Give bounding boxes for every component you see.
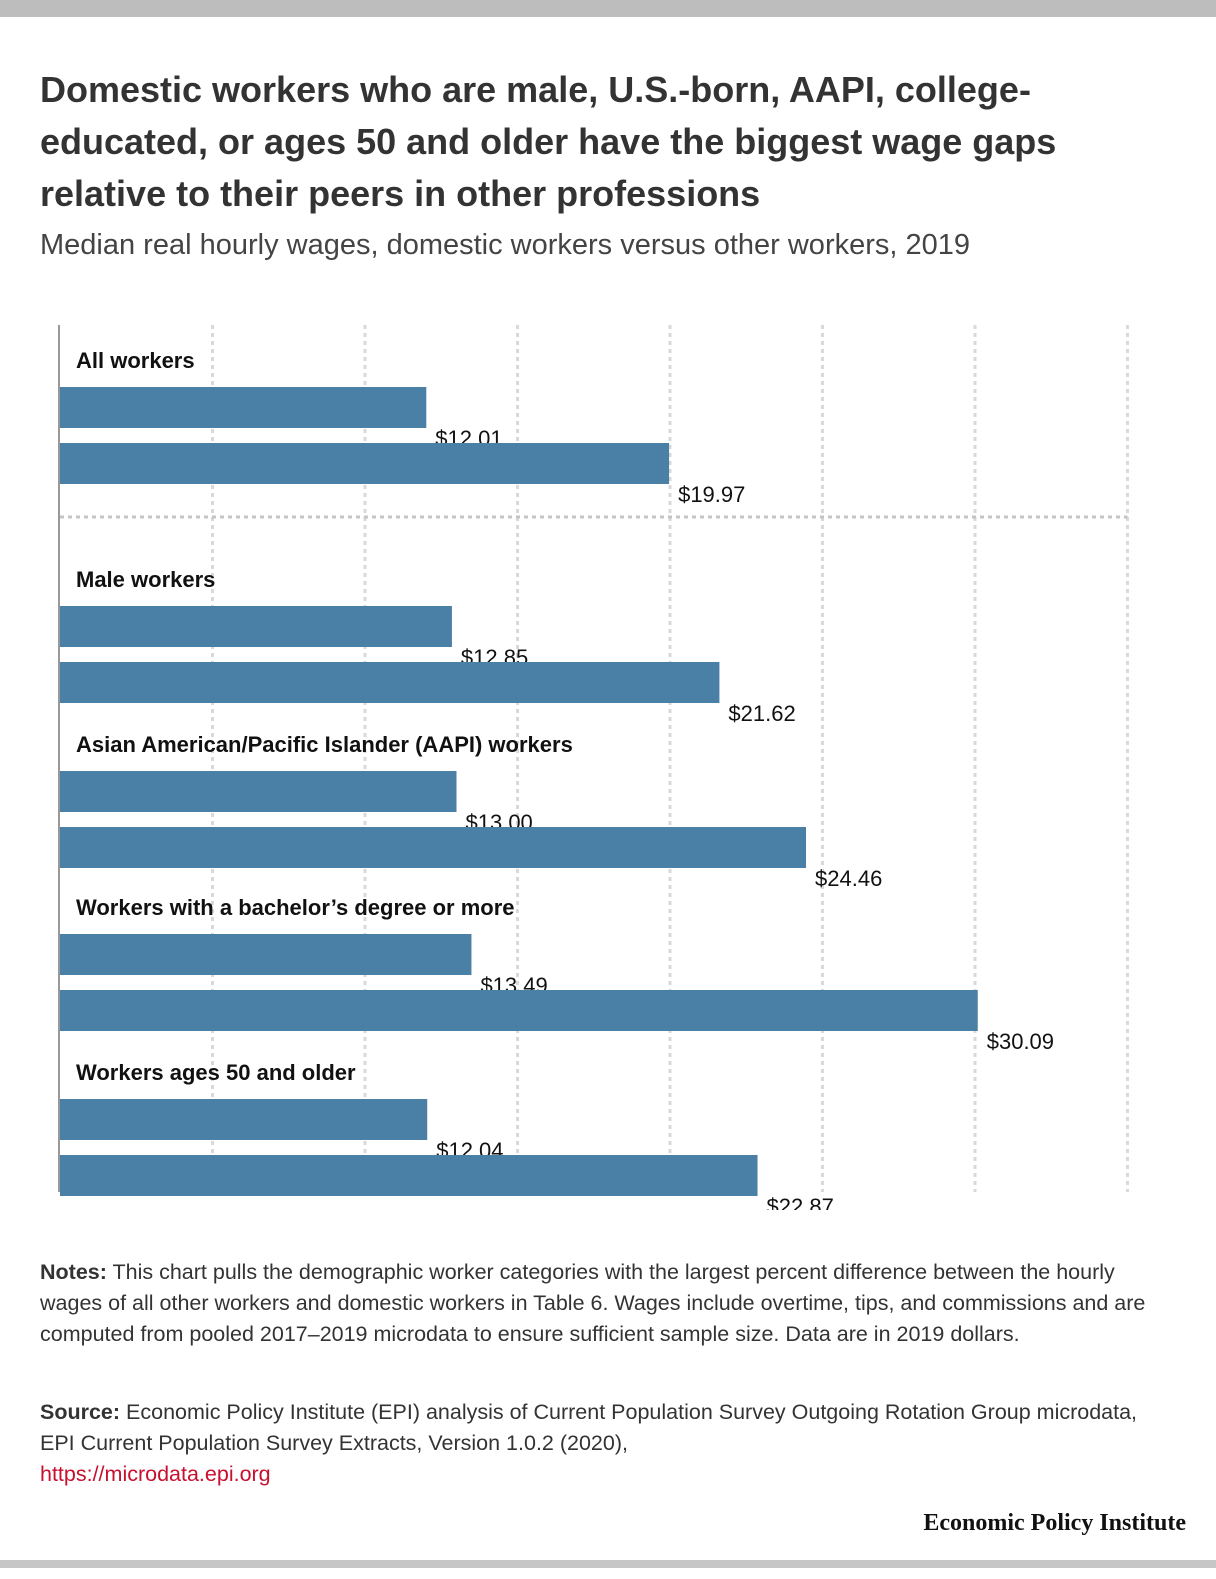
source: Source: Economic Policy Institute (EPI) … — [40, 1397, 1170, 1490]
source-text: Economic Policy Institute (EPI) analysis… — [40, 1400, 1138, 1455]
bar — [60, 606, 452, 647]
bar — [60, 990, 978, 1031]
category-label: Asian American/Pacific Islander (AAPI) w… — [76, 732, 573, 757]
notes-label: Notes: — [40, 1260, 107, 1284]
category-label: All workers — [76, 348, 195, 373]
value-label: $19.97 — [678, 482, 745, 507]
bar — [60, 387, 427, 428]
category-label: Workers with a bachelor’s degree or more — [76, 895, 515, 920]
bar — [60, 1155, 758, 1196]
bar — [60, 1099, 428, 1140]
bar — [60, 934, 472, 975]
value-label: $24.46 — [815, 866, 882, 891]
value-label: $21.62 — [728, 701, 795, 726]
bottom-rule — [0, 1560, 1216, 1568]
source-label: Source: — [40, 1400, 121, 1424]
bar — [60, 827, 807, 868]
chart-title: Domestic workers who are male, U.S.-born… — [40, 69, 1057, 214]
chart-subtitle: Median real hourly wages, domestic worke… — [40, 229, 971, 261]
bar — [60, 443, 670, 484]
category-label: Workers ages 50 and older — [76, 1060, 356, 1085]
category-label: Male workers — [76, 567, 215, 592]
bar — [60, 771, 457, 812]
value-label: $22.87 — [767, 1194, 834, 1210]
notes: Notes: This chart pulls the demographic … — [40, 1257, 1170, 1350]
epi-logo: Economic Policy Institute — [923, 1510, 1186, 1536]
top-rule — [0, 0, 1216, 17]
bar — [60, 662, 720, 703]
notes-text: This chart pulls the demographic worker … — [40, 1260, 1146, 1346]
value-label: $30.09 — [987, 1029, 1054, 1054]
source-link[interactable]: https://microdata.epi.org — [40, 1462, 271, 1486]
